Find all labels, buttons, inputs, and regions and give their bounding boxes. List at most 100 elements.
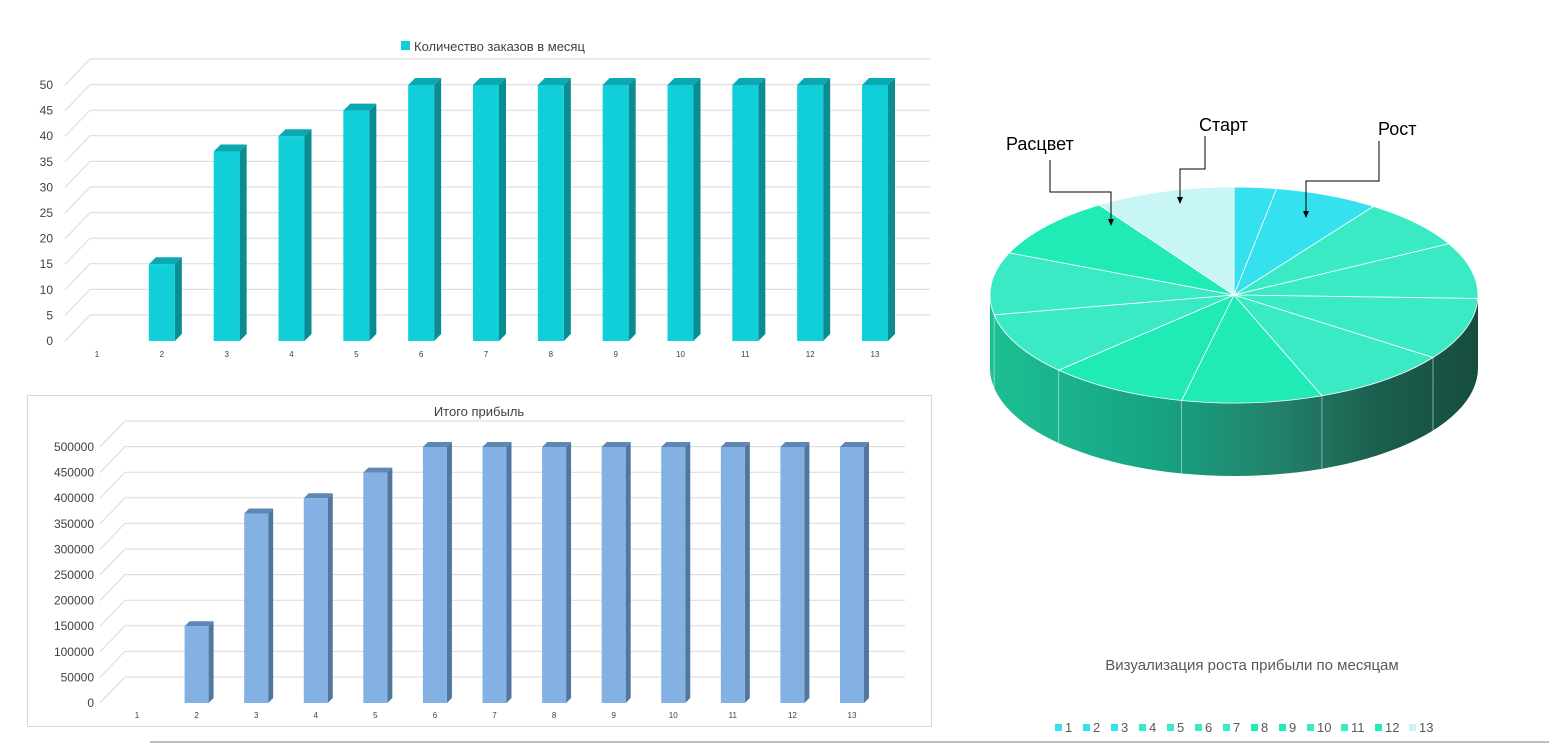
orders-legend-swatch	[401, 41, 410, 50]
profit-chart-title: Итого прибыль	[434, 404, 525, 419]
orders-gridline	[64, 58, 930, 86]
profit-ytick-label: 350000	[54, 517, 94, 531]
orders-ytick-label: 20	[40, 232, 54, 246]
profit-chart-frame	[27, 395, 932, 727]
pie-legend-label: 10	[1317, 720, 1331, 735]
orders-bar-top	[602, 78, 636, 85]
pie-annotations: Расцвет Старт Рост	[1006, 115, 1416, 226]
annotation-arrow-start	[1177, 197, 1183, 204]
orders-xtick-label: 4	[289, 350, 294, 359]
pie-legend-label: 2	[1093, 720, 1100, 735]
profit-ytick-label: 150000	[54, 619, 94, 633]
orders-bar	[537, 85, 564, 341]
profit-ytick-label: 500000	[54, 440, 94, 454]
profit-bar	[184, 626, 209, 703]
orders-xtick-label: 8	[549, 350, 554, 359]
pie-legend-label: 9	[1289, 720, 1296, 735]
orders-bar	[602, 85, 629, 341]
annotation-line-bloom	[1049, 160, 1112, 222]
profit-xtick-label: 10	[669, 711, 678, 720]
pie-slice-8	[1180, 294, 1323, 404]
orders-gridline	[64, 109, 930, 137]
profit-bar-top	[363, 467, 393, 473]
profit-bar-side	[387, 467, 393, 703]
orders-ytick-label: 10	[40, 283, 54, 297]
pie-slice-7	[1232, 294, 1434, 397]
orders-bar	[473, 85, 499, 341]
orders-bar	[408, 85, 435, 341]
orders-bar-side	[888, 78, 895, 341]
profit-xtick-label: 9	[611, 711, 616, 720]
profit-bar	[422, 447, 447, 703]
profit-bar-top	[780, 442, 810, 447]
pie-legend-swatch	[1223, 724, 1230, 731]
profit-bar-side	[208, 621, 214, 703]
profit-bar-side	[804, 442, 810, 703]
profit-xtick-label: 11	[729, 711, 738, 720]
pie-slice-11	[989, 252, 1235, 316]
pie-legend-swatch	[1111, 724, 1118, 731]
profit-xtick-label: 6	[433, 711, 438, 720]
orders-xtick-label: 10	[676, 350, 685, 359]
profit-bar	[542, 447, 567, 703]
profit-bar-side	[268, 508, 274, 703]
pie-slice-6	[1233, 294, 1479, 358]
profit-bar	[244, 513, 269, 703]
annotation-start: Старт	[1199, 115, 1248, 135]
orders-bar	[732, 85, 759, 341]
profit-bar-top	[422, 442, 452, 447]
pie-slice-9	[1057, 294, 1235, 401]
orders-bar-top	[408, 78, 442, 85]
orders-xtick-label: 2	[160, 350, 165, 359]
pie-chart: Расцвет Старт Рост Визуализация роста пр…	[989, 115, 1479, 735]
profit-gridline	[99, 676, 905, 704]
orders-bar-top	[797, 78, 831, 85]
profit-xtick-label: 12	[788, 711, 797, 720]
orders-xtick-label: 9	[613, 350, 618, 359]
orders-gridline	[64, 135, 930, 163]
pie-slice-3	[1233, 188, 1375, 297]
orders-bar-top	[278, 129, 312, 137]
profit-bar-top	[303, 493, 333, 499]
orders-bar	[343, 110, 370, 341]
orders-bar-top	[667, 78, 701, 85]
pie-legend-label: 11	[1351, 720, 1365, 735]
orders-bar-side	[628, 78, 636, 341]
profit-xtick-label: 8	[552, 711, 557, 720]
profit-ytick-label: 450000	[54, 466, 94, 480]
orders-ytick-label: 50	[40, 78, 54, 92]
orders-bar-side	[434, 78, 442, 341]
orders-xtick-label: 5	[354, 350, 359, 359]
profit-gridline	[99, 497, 905, 525]
profit-bar-top	[661, 442, 691, 447]
orders-gridline	[64, 263, 930, 291]
orders-bar-side	[369, 103, 377, 341]
pie-slice-4	[1233, 205, 1450, 296]
pie-legend-label: 13	[1419, 720, 1433, 735]
orders-bar-side	[823, 78, 831, 341]
pie-legend-swatch	[1409, 724, 1416, 731]
profit-bar-side	[685, 442, 691, 703]
profit-gridline	[99, 599, 905, 627]
annotation-line-start	[1179, 136, 1206, 200]
profit-bar	[840, 447, 864, 703]
orders-bar	[667, 85, 694, 341]
profit-xtick-label: 5	[373, 711, 378, 720]
profit-xtick-label: 13	[848, 711, 857, 720]
orders-xtick-label: 3	[224, 350, 229, 359]
orders-bar-side	[174, 257, 182, 341]
pie-legend-swatch	[1279, 724, 1286, 731]
orders-bar	[278, 136, 305, 341]
orders-xtick-label: 1	[95, 350, 100, 359]
profit-bar	[303, 498, 328, 703]
annotation-arrow-bloom	[1108, 219, 1114, 226]
profit-bar	[363, 472, 388, 703]
profit-bar-side	[327, 493, 333, 703]
profit-ytick-label: 250000	[54, 568, 94, 582]
pie-legend-label: 6	[1205, 720, 1212, 735]
annotation-arrow-growth	[1303, 211, 1309, 218]
profit-ytick-label: 200000	[54, 594, 94, 608]
annotation-bloom: Расцвет	[1006, 134, 1074, 154]
orders-xtick-label: 11	[741, 350, 750, 359]
orders-bar-side	[499, 78, 506, 341]
